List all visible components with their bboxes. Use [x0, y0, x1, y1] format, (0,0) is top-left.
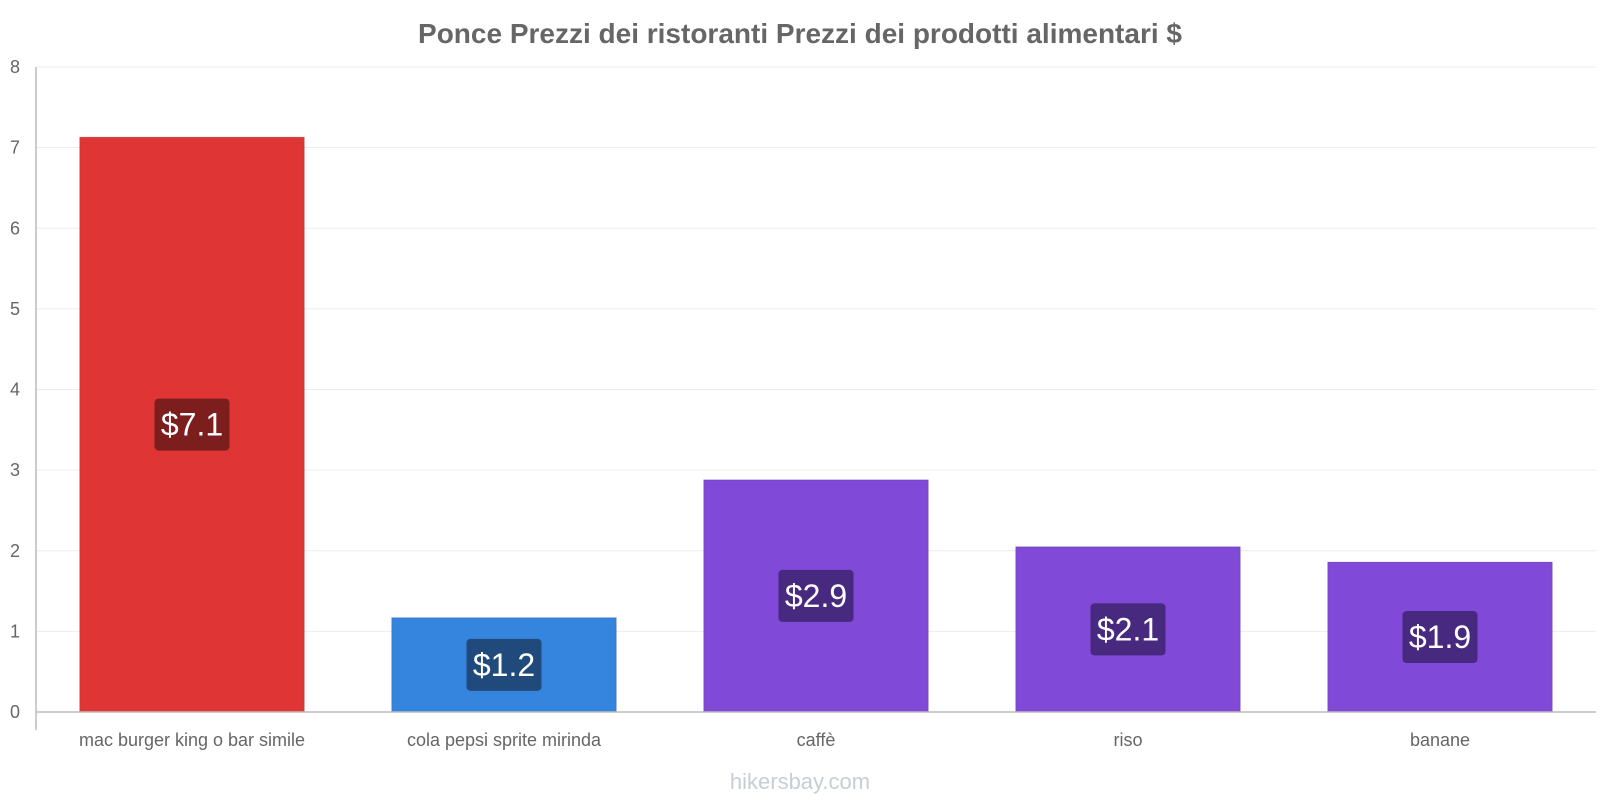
data-label-background — [466, 638, 542, 691]
x-tick-label: caffè — [797, 730, 836, 750]
data-label: $2.1 — [1097, 611, 1159, 647]
footer-watermark: hikersbay.com — [730, 769, 870, 794]
y-tick-label: 5 — [10, 299, 20, 319]
data-label: $2.9 — [785, 578, 847, 614]
x-tick-label: cola pepsi sprite mirinda — [407, 730, 602, 750]
data-label-background — [1090, 603, 1166, 656]
y-tick-label: 6 — [10, 218, 20, 238]
x-tick-label: mac burger king o bar simile — [79, 730, 305, 750]
data-label: $1.9 — [1409, 619, 1471, 655]
data-labels: $7.1 $1.2 $2.9 $2.1 $1.9 — [154, 398, 1478, 691]
data-label-background — [1402, 611, 1478, 664]
data-label-background — [778, 569, 854, 622]
y-axis: 0 1 2 3 4 5 6 7 8 — [10, 57, 37, 730]
x-tick-label: riso — [1113, 730, 1142, 750]
bars — [79, 136, 1553, 713]
y-tick-label: 4 — [10, 380, 20, 400]
y-tick-label: 7 — [10, 138, 20, 158]
y-tick-label: 1 — [10, 621, 20, 641]
x-axis: mac burger king o bar simile cola pepsi s… — [36, 711, 1596, 750]
data-label: $1.2 — [473, 647, 535, 683]
y-tick-label: 2 — [10, 541, 20, 561]
y-tick-label: 0 — [10, 702, 20, 722]
x-tick-label: banane — [1410, 730, 1470, 750]
chart-title: Ponce Prezzi dei ristoranti Prezzi dei p… — [418, 18, 1182, 49]
y-tick-label: 8 — [10, 57, 20, 77]
data-label-background — [154, 398, 230, 451]
data-label: $7.1 — [161, 407, 223, 443]
bar — [79, 136, 305, 713]
y-tick-label: 3 — [10, 460, 20, 480]
